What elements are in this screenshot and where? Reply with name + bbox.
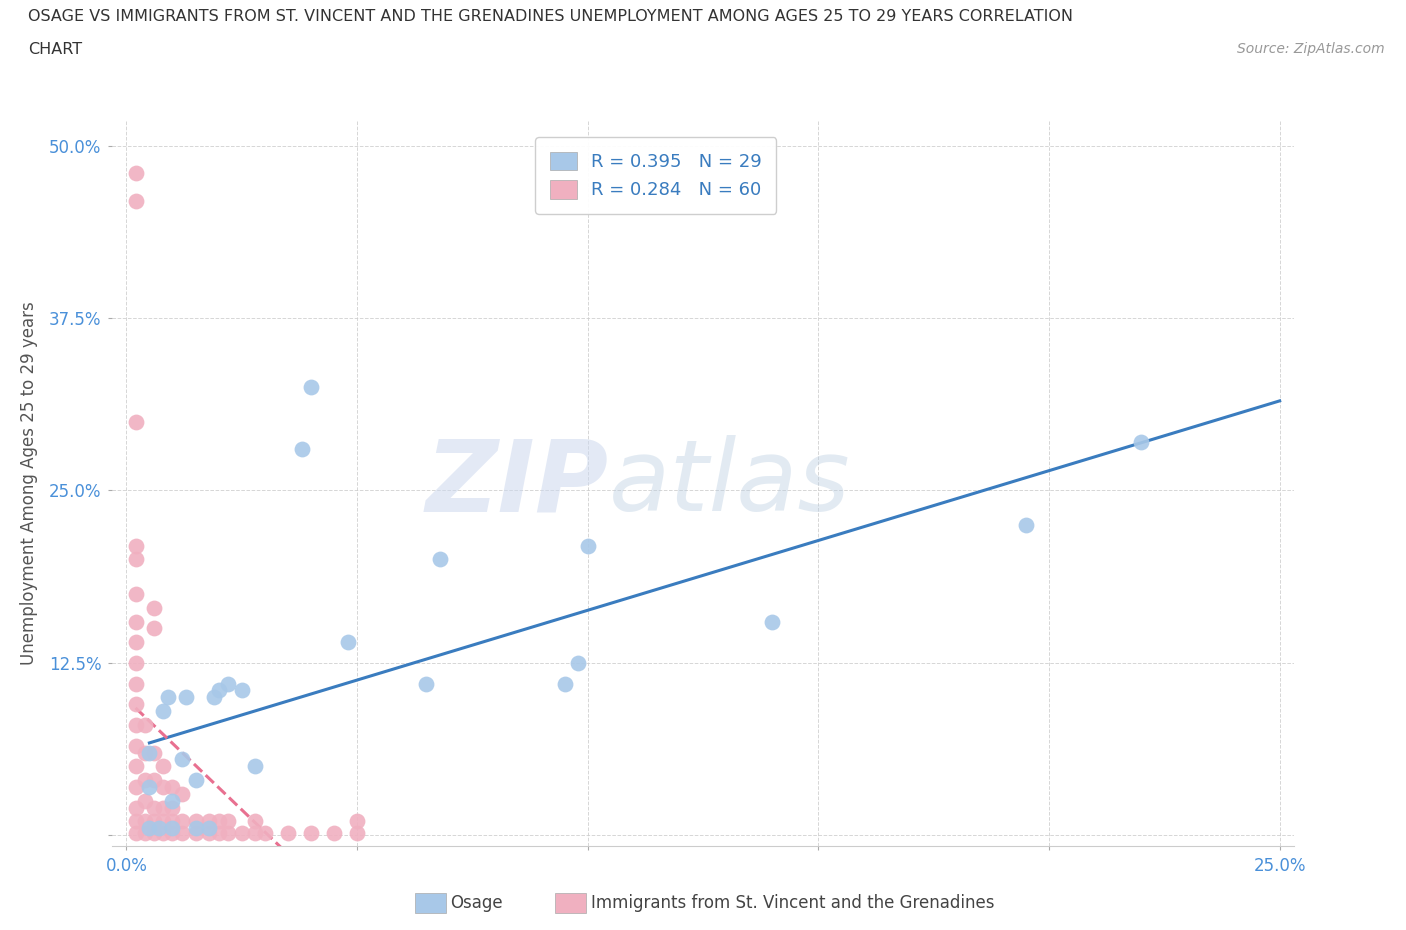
Text: atlas: atlas	[609, 435, 851, 532]
Point	[124, 552, 146, 567]
Point	[134, 814, 156, 829]
Point	[124, 635, 146, 650]
Point	[415, 676, 437, 691]
Point	[152, 779, 174, 794]
Point	[143, 745, 166, 760]
Point	[124, 587, 146, 602]
Point	[124, 779, 146, 794]
Point	[152, 814, 174, 829]
Point	[124, 538, 146, 553]
Point	[134, 825, 156, 840]
Point	[322, 825, 346, 840]
Point	[124, 697, 146, 711]
Point	[198, 825, 221, 840]
Point	[184, 821, 207, 836]
Point	[143, 825, 166, 840]
Text: ZIP: ZIP	[426, 435, 609, 532]
Point	[162, 800, 184, 815]
Point	[124, 193, 146, 208]
Point	[152, 704, 174, 719]
Point	[124, 614, 146, 629]
Point	[346, 825, 368, 840]
Point	[124, 825, 146, 840]
Point	[143, 773, 166, 788]
Point	[207, 825, 229, 840]
Point	[170, 814, 193, 829]
Point	[124, 800, 146, 815]
Point	[291, 442, 314, 457]
Point	[299, 379, 322, 394]
Point	[143, 814, 166, 829]
Point	[174, 690, 197, 705]
Point	[567, 656, 589, 671]
Point	[134, 745, 156, 760]
Point	[162, 825, 184, 840]
Point	[231, 683, 253, 698]
Point	[245, 825, 267, 840]
Point	[554, 676, 576, 691]
Point	[217, 676, 239, 691]
Point	[162, 793, 184, 808]
Point	[124, 814, 146, 829]
Point	[429, 552, 451, 567]
Point	[162, 814, 184, 829]
Point	[184, 773, 207, 788]
Point	[152, 825, 174, 840]
Point	[217, 814, 239, 829]
Point	[1130, 435, 1153, 450]
Point	[198, 821, 221, 836]
Point	[148, 821, 170, 836]
Point	[134, 718, 156, 733]
Point	[134, 793, 156, 808]
Point	[277, 825, 299, 840]
Point	[156, 690, 179, 705]
Point	[299, 825, 322, 840]
Text: Immigrants from St. Vincent and the Grenadines: Immigrants from St. Vincent and the Gren…	[591, 894, 994, 912]
Point	[138, 779, 160, 794]
Point	[198, 814, 221, 829]
Point	[134, 773, 156, 788]
Point	[184, 825, 207, 840]
Y-axis label: Unemployment Among Ages 25 to 29 years: Unemployment Among Ages 25 to 29 years	[20, 301, 38, 666]
Point	[143, 621, 166, 636]
Point	[184, 814, 207, 829]
Point	[162, 779, 184, 794]
Point	[217, 825, 239, 840]
Point	[124, 738, 146, 753]
Point	[207, 683, 229, 698]
Point	[576, 538, 599, 553]
Point	[162, 821, 184, 836]
Point	[245, 814, 267, 829]
Point	[124, 676, 146, 691]
Point	[170, 752, 193, 767]
Point	[124, 414, 146, 429]
Point	[152, 759, 174, 774]
Point	[245, 759, 267, 774]
Text: Source: ZipAtlas.com: Source: ZipAtlas.com	[1237, 42, 1385, 56]
Point	[761, 614, 783, 629]
Point	[170, 787, 193, 802]
Point	[124, 759, 146, 774]
Point	[138, 821, 160, 836]
Point	[143, 800, 166, 815]
Point	[170, 825, 193, 840]
Legend: R = 0.395   N = 29, R = 0.284   N = 60: R = 0.395 N = 29, R = 0.284 N = 60	[536, 138, 776, 214]
Point	[231, 825, 253, 840]
Point	[124, 656, 146, 671]
Point	[207, 814, 229, 829]
Point	[202, 690, 225, 705]
Point	[124, 166, 146, 180]
Point	[1015, 517, 1038, 532]
Point	[138, 745, 160, 760]
Text: OSAGE VS IMMIGRANTS FROM ST. VINCENT AND THE GRENADINES UNEMPLOYMENT AMONG AGES : OSAGE VS IMMIGRANTS FROM ST. VINCENT AND…	[28, 9, 1073, 24]
Point	[336, 635, 359, 650]
Point	[143, 600, 166, 615]
Point	[152, 800, 174, 815]
Point	[346, 814, 368, 829]
Text: CHART: CHART	[28, 42, 82, 57]
Point	[253, 825, 276, 840]
Text: Osage: Osage	[450, 894, 502, 912]
Point	[124, 718, 146, 733]
